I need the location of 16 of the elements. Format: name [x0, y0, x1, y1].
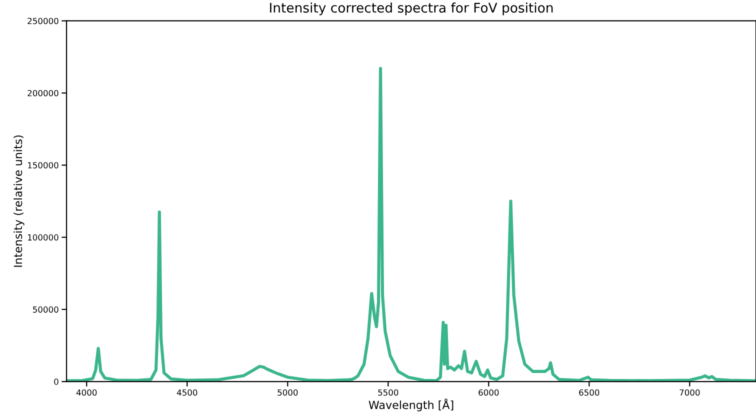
- y-tick-label: 200000: [28, 90, 58, 96]
- y-tick-label: 0: [54, 378, 58, 385]
- y-tick-label: 100000: [28, 234, 58, 241]
- x-tick-label: 4500: [176, 389, 198, 396]
- y-tick-label: 50000: [33, 306, 58, 313]
- y-tick-label: 250000: [28, 18, 58, 24]
- x-tick-label: 4000: [76, 389, 97, 396]
- x-tick-label: 6000: [478, 389, 499, 396]
- x-tick-label: 5000: [278, 389, 298, 396]
- x-axis-title: Wavelength [Å]: [368, 398, 454, 412]
- x-tick-label: 6500: [579, 389, 600, 396]
- y-axis-title: Intensity (relative units): [14, 136, 24, 267]
- chart-title: Intensity corrected spectra for FoV position: [270, 2, 553, 16]
- x-tick-label: 7000: [680, 389, 700, 396]
- y-tick-label: 150000: [28, 162, 58, 168]
- x-tick-label: 5500: [378, 389, 398, 396]
